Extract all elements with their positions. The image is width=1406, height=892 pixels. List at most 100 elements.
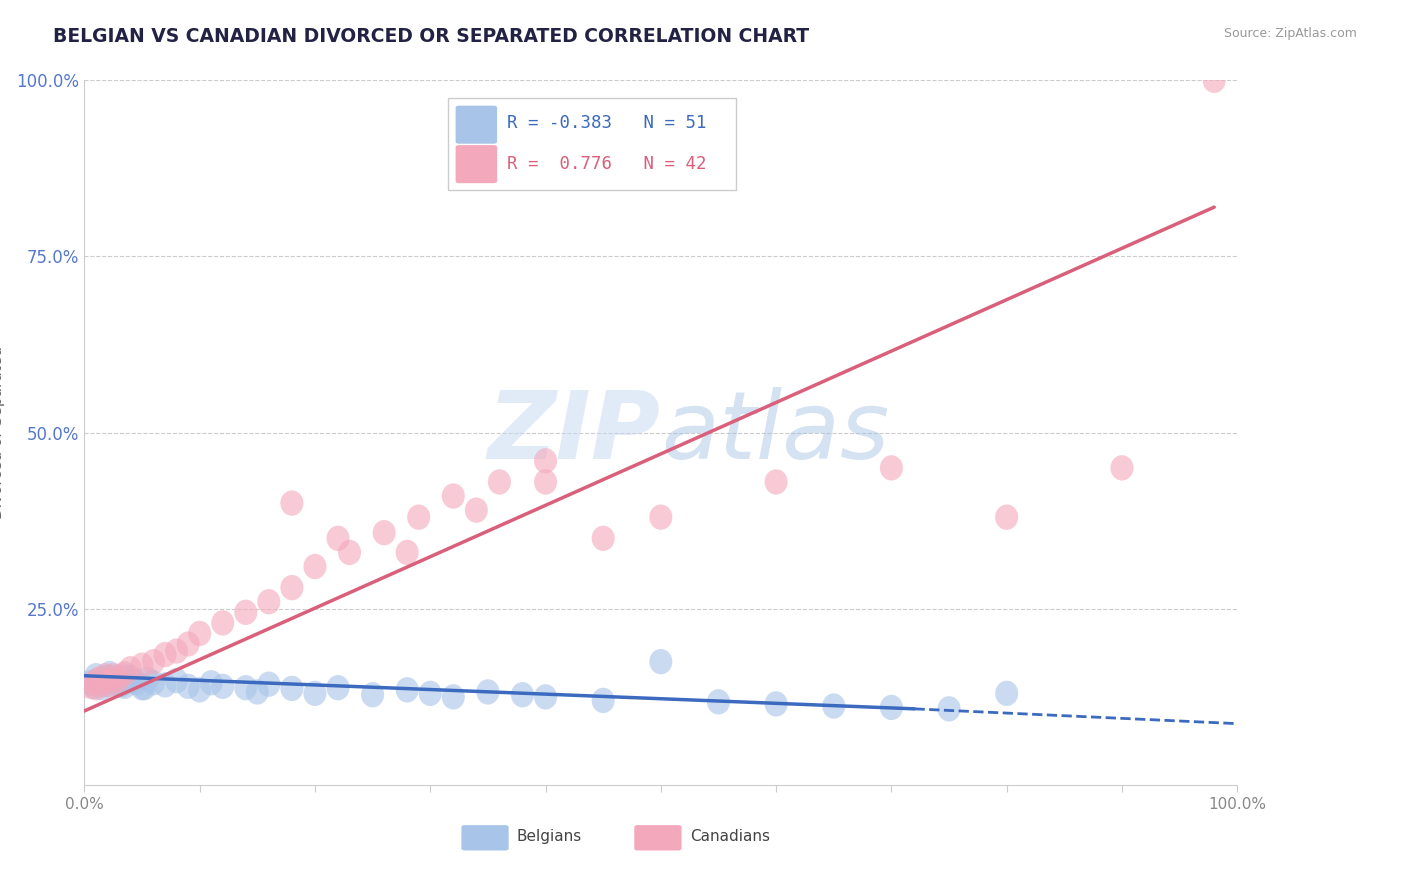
Ellipse shape (114, 661, 136, 686)
Y-axis label: Divorced or Separated: Divorced or Separated (0, 346, 6, 519)
Ellipse shape (121, 668, 145, 693)
Ellipse shape (995, 681, 1018, 706)
Ellipse shape (1111, 455, 1133, 481)
Ellipse shape (111, 663, 134, 689)
Ellipse shape (257, 672, 280, 697)
Ellipse shape (304, 681, 326, 706)
Ellipse shape (257, 589, 280, 615)
Ellipse shape (488, 469, 510, 495)
Ellipse shape (441, 684, 465, 709)
Ellipse shape (114, 673, 136, 699)
Ellipse shape (153, 642, 177, 667)
Ellipse shape (110, 673, 132, 698)
Ellipse shape (510, 682, 534, 707)
Ellipse shape (280, 676, 304, 701)
Ellipse shape (107, 672, 131, 697)
Ellipse shape (94, 663, 117, 689)
Ellipse shape (82, 673, 105, 699)
Ellipse shape (94, 665, 117, 690)
Ellipse shape (326, 525, 350, 551)
Ellipse shape (98, 665, 121, 690)
Ellipse shape (534, 448, 557, 474)
Text: R =  0.776   N = 42: R = 0.776 N = 42 (508, 155, 707, 173)
Ellipse shape (235, 599, 257, 625)
Ellipse shape (592, 688, 614, 713)
Ellipse shape (131, 652, 153, 678)
Ellipse shape (188, 621, 211, 646)
Ellipse shape (96, 668, 120, 693)
Ellipse shape (98, 661, 121, 686)
Ellipse shape (165, 668, 188, 693)
Ellipse shape (177, 632, 200, 657)
Ellipse shape (765, 469, 787, 495)
Ellipse shape (465, 498, 488, 523)
Ellipse shape (125, 670, 148, 696)
FancyBboxPatch shape (461, 825, 509, 850)
Ellipse shape (98, 672, 121, 697)
Ellipse shape (153, 673, 177, 698)
Text: atlas: atlas (661, 387, 889, 478)
Ellipse shape (87, 666, 110, 692)
Ellipse shape (165, 639, 188, 664)
Ellipse shape (419, 681, 441, 706)
Ellipse shape (136, 666, 159, 692)
Ellipse shape (142, 649, 165, 674)
Ellipse shape (337, 540, 361, 566)
Ellipse shape (650, 649, 672, 674)
Ellipse shape (84, 675, 107, 700)
Ellipse shape (995, 505, 1018, 530)
Text: BELGIAN VS CANADIAN DIVORCED OR SEPARATED CORRELATION CHART: BELGIAN VS CANADIAN DIVORCED OR SEPARATE… (53, 27, 810, 45)
FancyBboxPatch shape (456, 145, 498, 183)
Ellipse shape (938, 696, 960, 722)
Ellipse shape (120, 665, 142, 690)
Ellipse shape (304, 554, 326, 579)
FancyBboxPatch shape (456, 105, 498, 144)
Ellipse shape (96, 673, 120, 698)
Ellipse shape (880, 695, 903, 720)
Ellipse shape (107, 665, 131, 690)
Ellipse shape (117, 668, 139, 693)
Ellipse shape (361, 682, 384, 707)
Ellipse shape (84, 663, 107, 689)
Ellipse shape (200, 670, 222, 696)
FancyBboxPatch shape (634, 825, 682, 850)
Ellipse shape (177, 673, 200, 699)
Ellipse shape (211, 610, 235, 636)
Ellipse shape (87, 668, 110, 693)
Ellipse shape (120, 656, 142, 681)
Ellipse shape (211, 673, 235, 699)
Ellipse shape (131, 675, 153, 700)
Ellipse shape (79, 670, 101, 696)
Text: R = -0.383   N = 51: R = -0.383 N = 51 (508, 114, 707, 132)
Ellipse shape (79, 673, 101, 699)
Text: ZIP: ZIP (488, 386, 661, 479)
Ellipse shape (880, 455, 903, 481)
Ellipse shape (592, 525, 614, 551)
Ellipse shape (132, 675, 156, 700)
Ellipse shape (765, 691, 787, 716)
Ellipse shape (823, 693, 845, 719)
Ellipse shape (395, 540, 419, 566)
Ellipse shape (395, 677, 419, 703)
Ellipse shape (441, 483, 465, 508)
Ellipse shape (105, 666, 128, 692)
Ellipse shape (90, 673, 112, 698)
FancyBboxPatch shape (447, 98, 735, 189)
Ellipse shape (534, 469, 557, 495)
Ellipse shape (280, 575, 304, 600)
Text: Belgians: Belgians (517, 829, 582, 844)
Ellipse shape (477, 680, 499, 705)
Ellipse shape (105, 668, 128, 693)
Ellipse shape (707, 690, 730, 714)
Ellipse shape (408, 505, 430, 530)
Ellipse shape (650, 505, 672, 530)
Text: Source: ZipAtlas.com: Source: ZipAtlas.com (1223, 27, 1357, 40)
Text: Canadians: Canadians (690, 829, 769, 844)
Ellipse shape (188, 677, 211, 703)
Ellipse shape (246, 680, 269, 705)
Ellipse shape (142, 670, 165, 696)
Ellipse shape (87, 668, 110, 693)
Ellipse shape (534, 684, 557, 709)
Ellipse shape (1202, 68, 1226, 93)
Ellipse shape (101, 663, 125, 689)
